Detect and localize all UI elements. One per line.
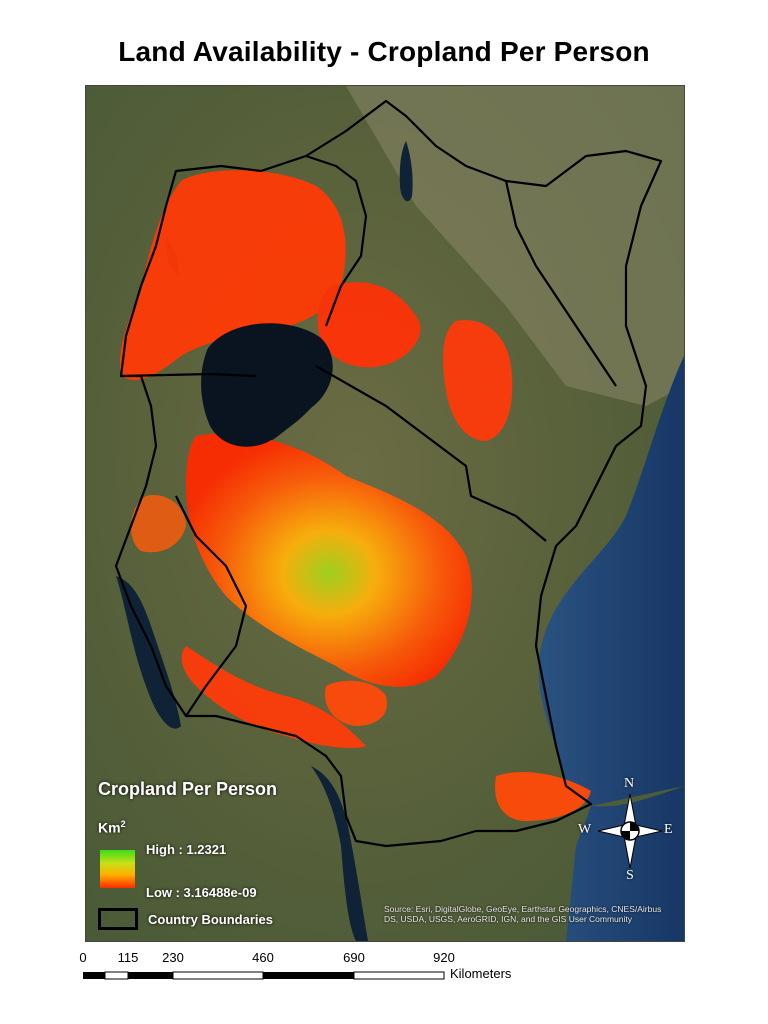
legend-title: Cropland Per Person — [98, 779, 278, 799]
legend-boundary-swatch — [98, 908, 138, 930]
outer-boundary — [114, 99, 663, 848]
country-boundaries — [114, 99, 663, 848]
units-base: Km — [98, 819, 121, 836]
compass-rose-icon — [597, 793, 663, 869]
compass-east-label: E — [664, 822, 673, 837]
lake-malawi — [311, 766, 368, 941]
scale-tick-label: 230 — [162, 950, 184, 965]
scale-units-label: Kilometers — [450, 966, 512, 981]
attribution-text: Source: Esri, DigitalGlobe, GeoEye, Eart… — [384, 904, 662, 924]
legend-boundary-label: Country Boundaries — [148, 912, 273, 927]
legend-units: Km2 — [98, 819, 126, 836]
cropland-layer — [120, 170, 591, 821]
map-title: Land Availability - Cropland Per Person — [118, 36, 650, 67]
arid-region — [346, 86, 684, 406]
compass-south-label: S — [626, 868, 634, 883]
scale-tick-label: 690 — [343, 950, 365, 965]
lake-turkana — [399, 141, 413, 202]
scale-tick-label: 920 — [433, 950, 455, 965]
scale-bar: 0 115 230 460 690 920 Kilometers — [0, 950, 768, 990]
legend-color-ramp — [100, 850, 135, 888]
units-exponent: 2 — [120, 819, 126, 829]
indian-ocean — [538, 356, 684, 941]
scale-bar-graphic — [83, 971, 445, 980]
lake-victoria-water — [201, 323, 333, 447]
legend-high-label: High : 1.2321 — [146, 842, 227, 857]
north-arrow: N S E W — [578, 776, 676, 886]
scale-tick-label: 0 — [79, 950, 87, 965]
compass-north-label: N — [624, 776, 635, 791]
scale-tick-label: 460 — [252, 950, 274, 965]
map-canvas — [86, 86, 684, 941]
lake-tanganyika — [116, 576, 181, 729]
compass-west-label: W — [578, 822, 592, 837]
scale-tick-label: 115 — [117, 950, 139, 965]
map-panel[interactable]: Cropland Per Person Km2 High : 1.2321 Lo… — [85, 85, 685, 942]
legend-low-label: Low : 3.16488e-09 — [146, 885, 257, 900]
